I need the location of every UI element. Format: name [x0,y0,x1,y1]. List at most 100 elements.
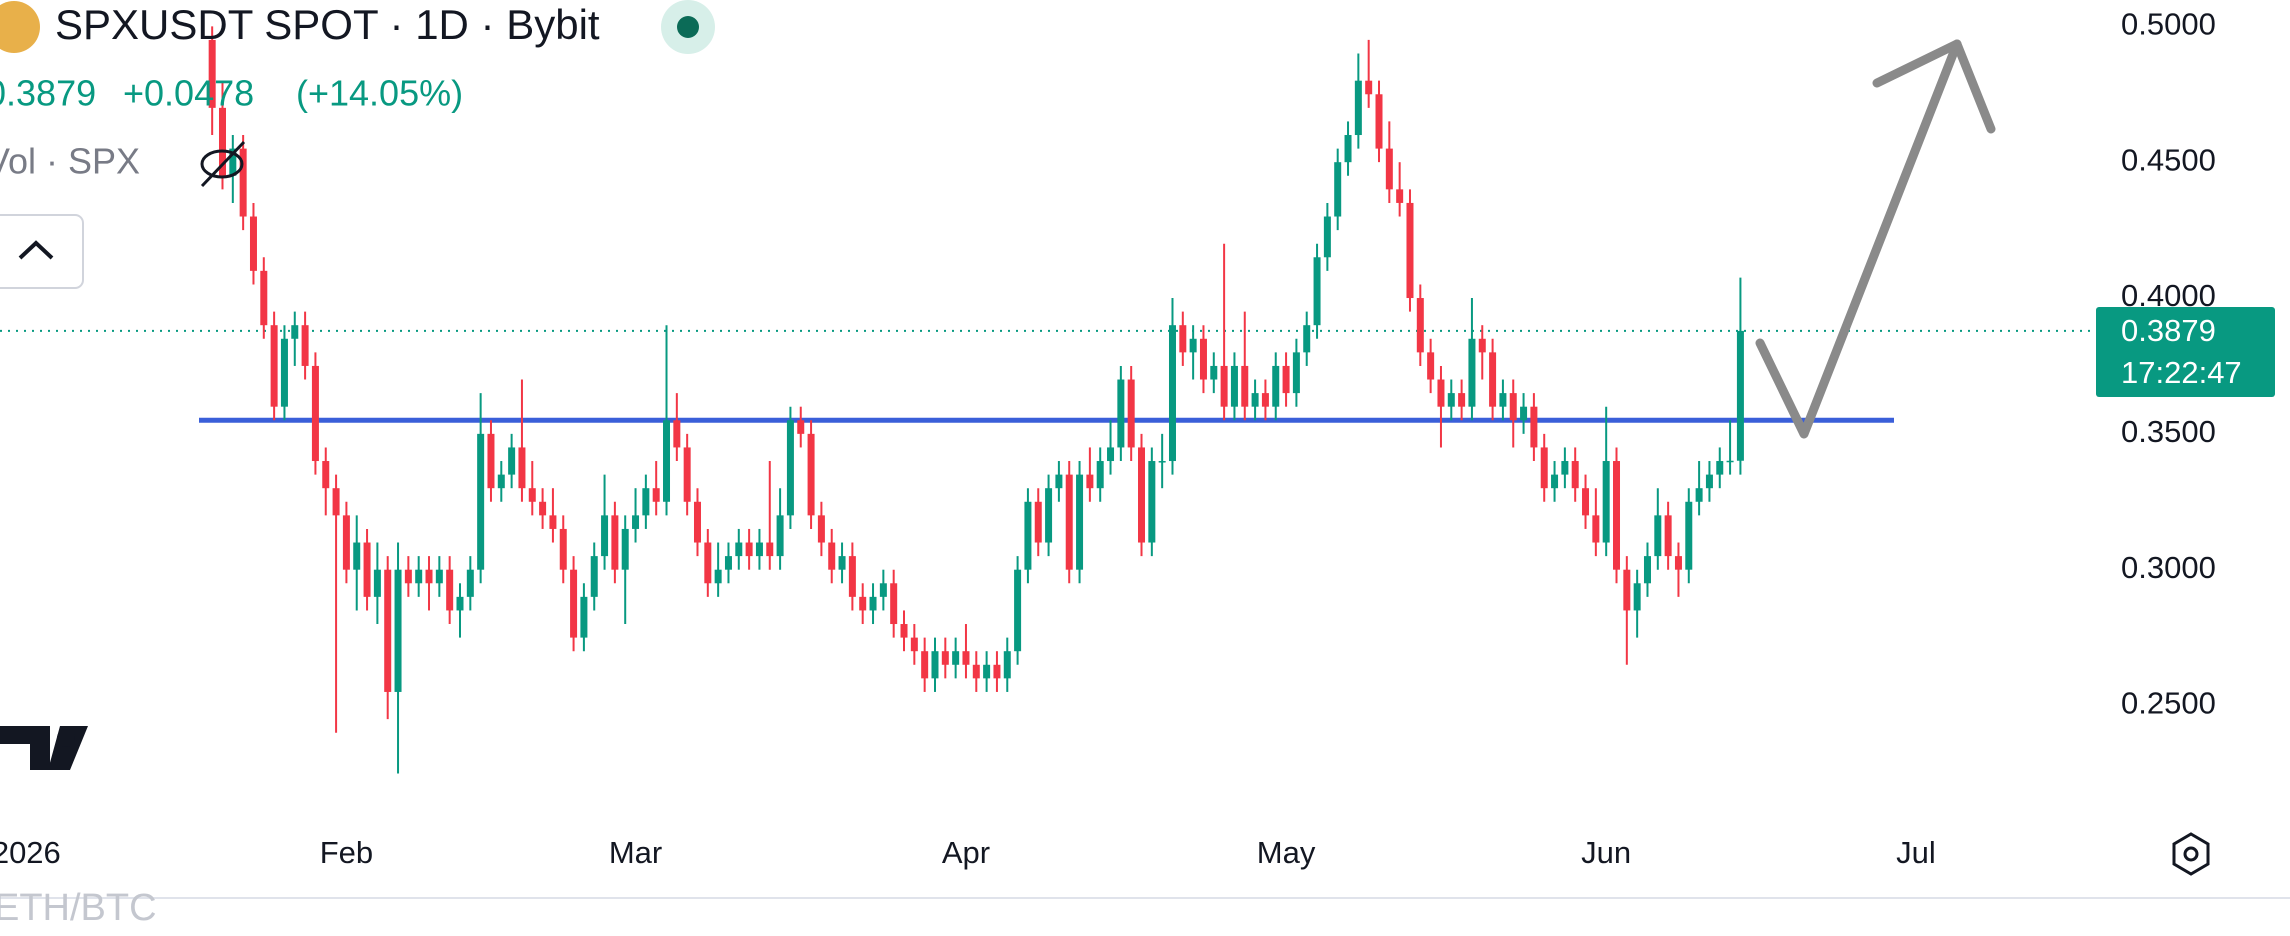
candle-body [1561,461,1569,475]
candle-body [683,447,691,502]
candle-body [1003,651,1011,679]
candle-body [962,651,970,665]
legend-change: +0.0478 [123,73,254,114]
candle-body [724,556,732,570]
candle-body [1396,189,1404,203]
candle-body [1034,501,1042,543]
candle-body [301,325,309,366]
y-tick-label: 0.4500 [2121,142,2216,177]
candle-body [776,515,784,557]
candle-body [1592,515,1600,543]
candle-body [477,433,485,570]
candle-body [580,596,588,638]
candle-body [1086,474,1094,489]
candle-body [766,542,774,557]
candle-body [1045,488,1053,543]
candle-body [807,433,815,516]
candle-body [1065,474,1073,570]
candle-body [1272,365,1280,407]
candle-body [559,528,567,570]
candle-body [663,420,671,502]
candle-body [869,596,877,611]
footer-symbol[interactable]: ETH/BTC [0,887,157,929]
candle-body [1551,474,1559,489]
candle-body [1447,393,1455,407]
candle-body [817,515,825,543]
x-tick-label: Mar [609,835,662,870]
candle-body [632,515,640,529]
candle-body [239,148,247,217]
candle-body [859,596,867,611]
eye [200,149,244,179]
x-tick-label: Feb [320,835,373,870]
candle-body [848,556,856,597]
candle-body [786,420,794,516]
candle-body [1458,393,1466,407]
hide-icon[interactable] [200,140,246,188]
candle-body [972,664,980,679]
logo-dot [57,729,75,747]
candle-body [797,420,805,434]
candle-body [373,569,381,597]
candle-body [539,501,547,516]
candle-body [208,39,216,108]
candle-body [487,433,495,489]
candle-body [1354,80,1362,136]
candle-body [1685,501,1693,570]
x-tick-label: 2026 [0,835,61,870]
candle-body [1251,393,1259,407]
candle-body [249,216,257,271]
candle-body [1189,338,1197,353]
candle-body [755,542,763,557]
candle-body [611,515,619,570]
candle-body [838,556,846,570]
x-tick-label: Jul [1896,835,1936,870]
x-tick-label: Apr [942,835,990,870]
candle-body [921,651,929,679]
candle-body [280,338,288,407]
candle-body [570,569,578,638]
candle-body [528,488,536,502]
candle-body [425,569,433,584]
candle-body [890,583,898,625]
y-tick-label: 0.5000 [2121,7,2216,42]
candle-body [1127,379,1135,448]
candle-body [1107,447,1115,462]
candle-body [1096,461,1104,489]
candle-body [1230,365,1238,407]
settings-icon[interactable] [2172,832,2210,876]
candle-body [983,664,991,679]
candle-body [910,637,918,652]
candle-body [1261,393,1269,407]
candle-body [1168,325,1176,462]
candle-body [415,569,423,584]
candle-body [1241,365,1249,407]
candle-body [291,325,299,339]
arrow-drawing [1755,39,1962,439]
candle-body [1303,325,1311,353]
status-dot [677,16,699,38]
candle-body [1406,202,1414,299]
candle-body [1179,325,1187,353]
candle-body [1437,379,1445,407]
candle-body [404,569,412,584]
candle-body [363,542,371,597]
candle-body [1705,474,1713,489]
collapse-button[interactable] [0,214,84,289]
tradingview-logo [0,726,88,770]
candle-body [497,474,505,489]
candle-body [693,501,701,543]
candle-body [1220,365,1228,407]
candle-body [1344,135,1352,163]
candle-body [900,624,908,638]
candle-body [1199,338,1207,380]
indicator-legend: Vol · SPX [0,141,140,182]
candle-body [322,461,330,489]
candle-body [879,583,887,597]
candle-body [621,528,629,570]
candle-body [952,651,960,665]
y-tick-label: 0.4000 [2121,278,2216,313]
candle-body [260,270,268,326]
candle-body [1716,461,1724,475]
